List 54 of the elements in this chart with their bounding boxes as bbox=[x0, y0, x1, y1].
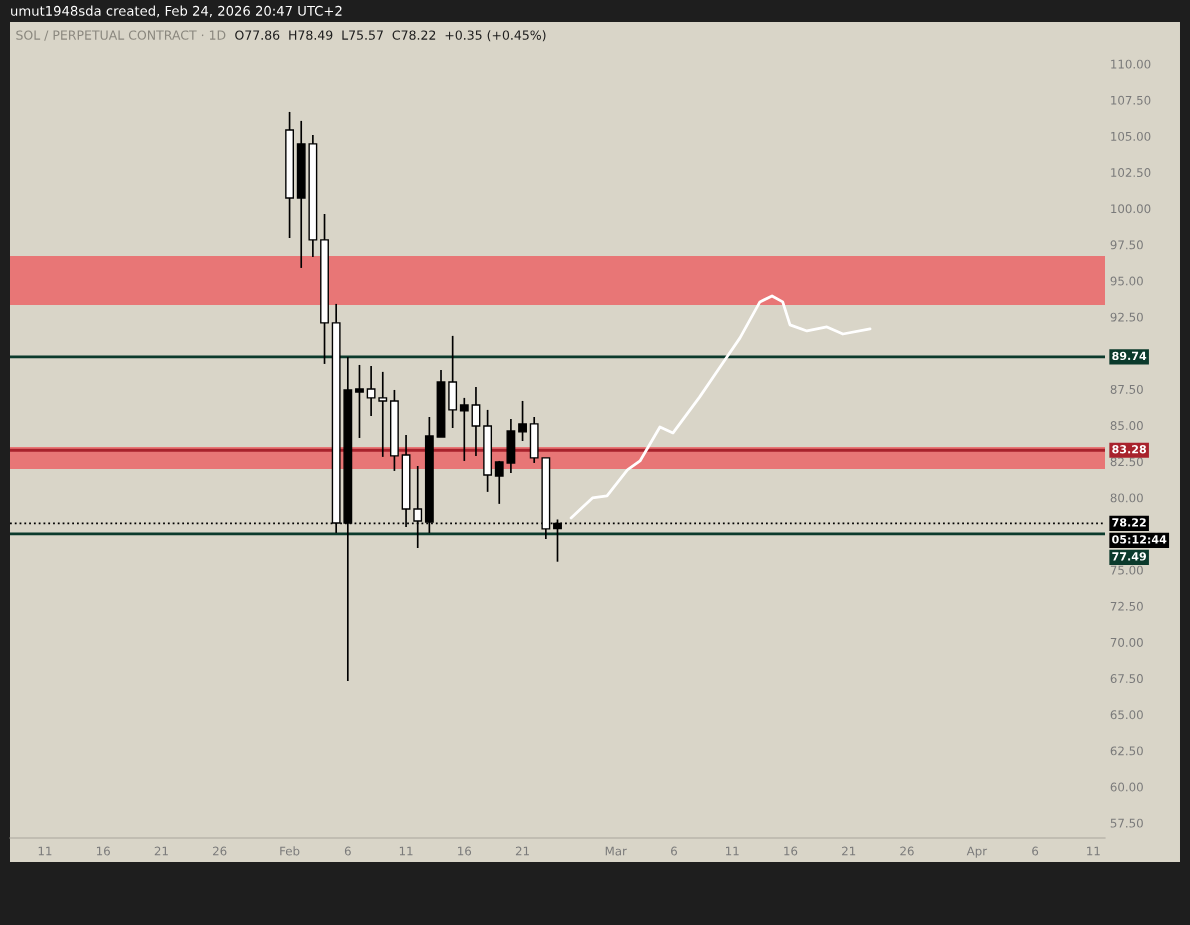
x-tick-label: 11 bbox=[726, 846, 739, 856]
y-tick-label: 92.50 bbox=[1110, 312, 1143, 322]
y-tick-label: 102.50 bbox=[1111, 168, 1151, 178]
x-tick-label: 16 bbox=[784, 846, 798, 856]
x-tick-label: 11 bbox=[399, 846, 413, 856]
annotation: O77.86 H78.49 L75.57 C78.22 +0.35 (+0.45%) bbox=[235, 30, 546, 42]
y-tick-label: 75.00 bbox=[1110, 565, 1143, 575]
y-tick-label: 95.00 bbox=[1110, 276, 1143, 286]
y-tick-label: 87.50 bbox=[1110, 384, 1143, 394]
x-tick-label: 16 bbox=[458, 846, 472, 856]
x-tick-label: 6 bbox=[1032, 846, 1039, 856]
candlestick bbox=[355, 364, 364, 439]
y-tick-label: 80.00 bbox=[1110, 493, 1143, 503]
y-tick-label: 60.00 bbox=[1110, 782, 1143, 792]
y-tick-label: 57.50 bbox=[1110, 818, 1143, 828]
y-tick-label: 107.50 bbox=[1111, 95, 1151, 105]
candlestick bbox=[494, 460, 504, 505]
ref-line-label: 89.74 bbox=[1112, 351, 1147, 361]
y-tick-label: 85.00 bbox=[1110, 421, 1143, 431]
x-tick-label: 6 bbox=[344, 846, 351, 856]
candlestick bbox=[459, 397, 469, 462]
y-tick-label: 70.00 bbox=[1110, 637, 1143, 647]
y-tick-label: 97.50 bbox=[1110, 240, 1143, 250]
x-tick-label: 26 bbox=[213, 846, 227, 856]
line-series bbox=[569, 294, 872, 520]
candlestick bbox=[471, 386, 481, 457]
x-tick-label: Mar bbox=[605, 846, 627, 856]
x-tick-label: 21 bbox=[842, 846, 856, 856]
y-tick-label: 65.00 bbox=[1110, 710, 1143, 720]
y-tick-label: 105.00 bbox=[1111, 131, 1151, 141]
y-tick-label: 72.50 bbox=[1110, 601, 1143, 611]
text: 05:12:44 bbox=[1112, 535, 1167, 544]
text: umut1948sda created, Feb 24, 2026 20:47 UTC+2 bbox=[11, 5, 342, 18]
y-tick-label: 110.00 bbox=[1111, 59, 1151, 69]
x-tick-label: Apr bbox=[966, 846, 988, 858]
y-tick-label: 67.50 bbox=[1110, 674, 1143, 684]
x-tick-label: 21 bbox=[154, 846, 168, 856]
text: SOL / PERPETUAL CONTRACT · 1D bbox=[16, 30, 226, 41]
candlestick bbox=[366, 365, 376, 417]
x-tick-label: 21 bbox=[515, 846, 529, 856]
y-tick-label: 82.50 bbox=[1110, 457, 1143, 467]
candlestick bbox=[518, 400, 527, 442]
x-tick-label: 16 bbox=[96, 846, 110, 856]
x-tick-label: 11 bbox=[38, 846, 52, 856]
y-tick-label: 100.00 bbox=[1111, 204, 1151, 214]
y-tick-label: 62.50 bbox=[1110, 746, 1143, 756]
x-tick-label: 6 bbox=[671, 846, 677, 856]
x-tick-label: Feb bbox=[280, 846, 300, 856]
ref-line-label: 78.22 bbox=[1112, 518, 1146, 527]
x-tick-label: 11 bbox=[1087, 846, 1100, 856]
ref-line-label: 83.28 bbox=[1112, 445, 1147, 454]
x-tick-label: 26 bbox=[900, 846, 914, 856]
candlestick bbox=[378, 371, 388, 458]
ref-line-label: 77.49 bbox=[1112, 552, 1147, 561]
